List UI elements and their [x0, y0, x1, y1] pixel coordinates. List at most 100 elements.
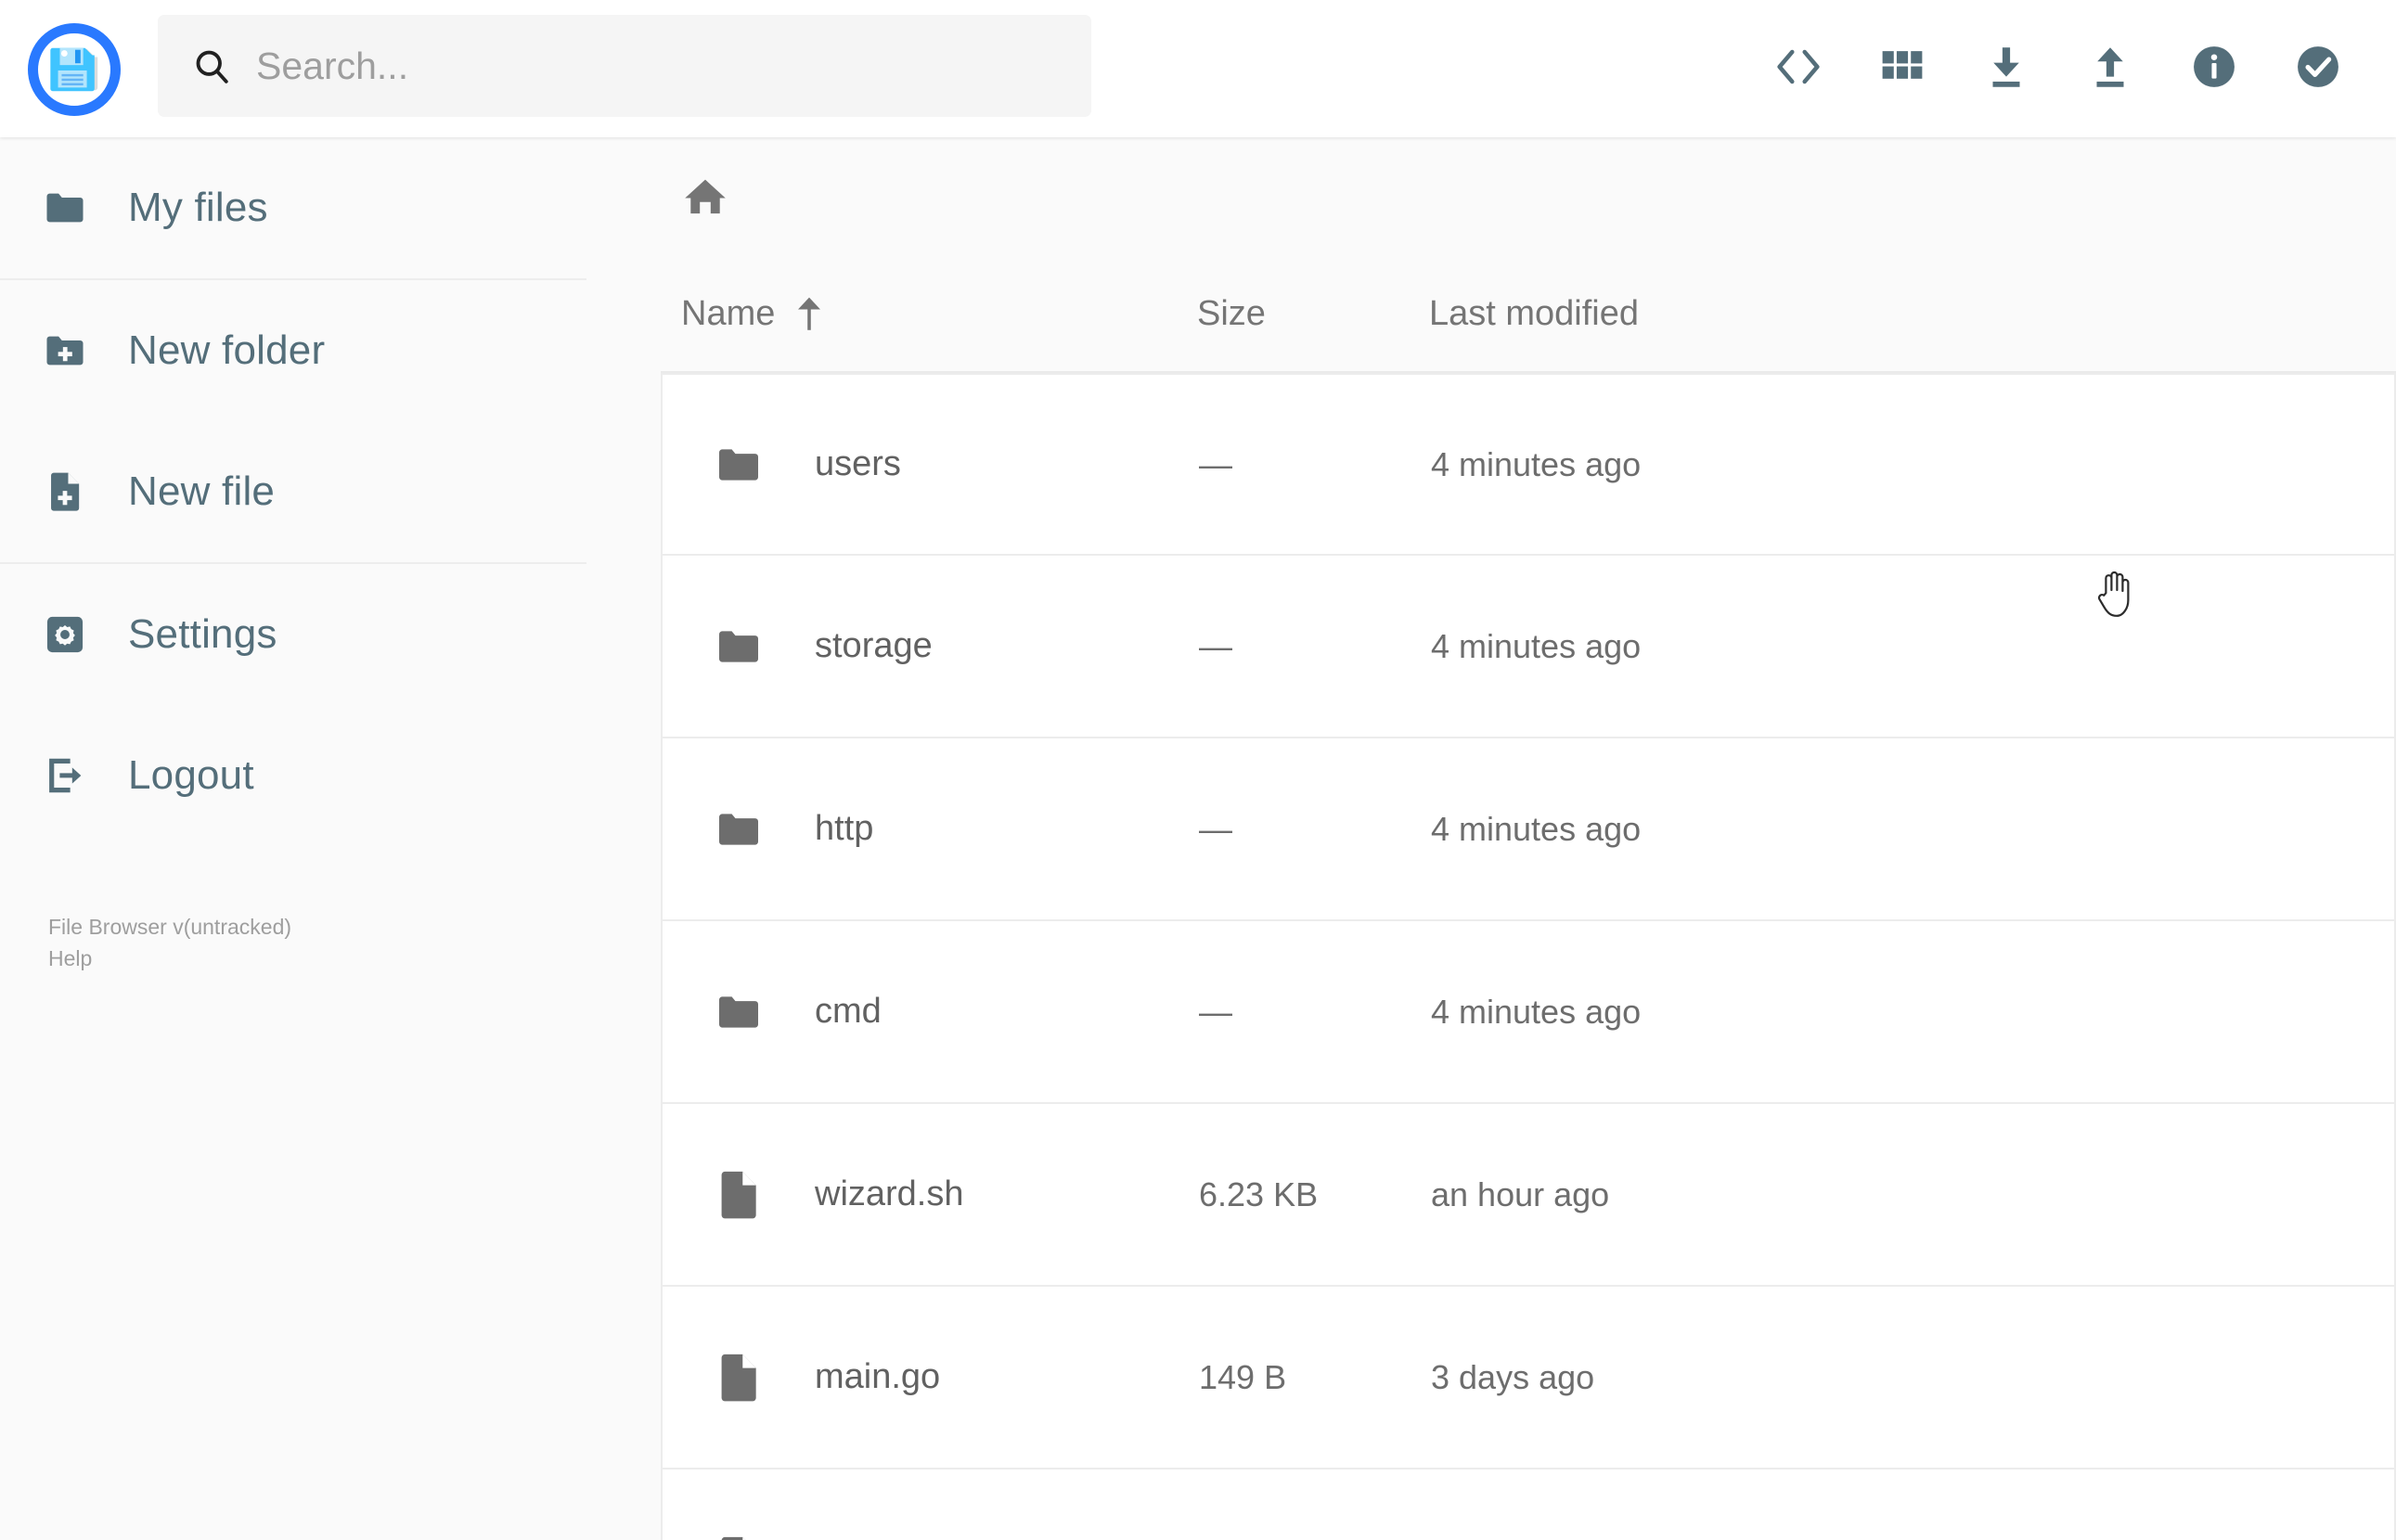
sidebar-item-label: Settings: [128, 611, 277, 657]
cell-size: 6.23 KB: [1199, 1175, 1431, 1214]
cell-modified: 4 minutes ago: [1431, 445, 2394, 484]
column-header-size[interactable]: Size: [1197, 294, 1429, 334]
logout-icon: [41, 751, 89, 800]
logo-focus-ring: [28, 23, 121, 116]
sidebar-item-label: New folder: [128, 327, 326, 373]
breadcrumb: [661, 137, 733, 256]
cell-modified: 4 minutes ago: [1431, 810, 2394, 849]
code-brackets-icon: [1771, 40, 1825, 98]
table-row[interactable]: http — 4 minutes ago: [661, 738, 2396, 921]
column-header-modified[interactable]: Last modified: [1429, 294, 2396, 334]
file-name: http: [815, 809, 874, 848]
search-bar[interactable]: [158, 15, 1091, 117]
sidebar-item-new-folder[interactable]: New folder: [0, 280, 586, 421]
folder-plus-icon: [41, 327, 89, 375]
sidebar-item-label: Logout: [128, 752, 254, 798]
file-size: —: [1199, 992, 1232, 1031]
table-row[interactable]: main.go 149 B 3 days ago: [661, 1287, 2396, 1469]
cell-name: main.go: [663, 1345, 1199, 1410]
upload-button[interactable]: [2058, 17, 2162, 121]
column-header-name[interactable]: Name: [661, 294, 1197, 334]
cell-name: wizard.sh: [663, 1162, 1199, 1227]
file-table-header: Name Size Last modified: [661, 256, 2396, 373]
check-circle-icon: [2292, 41, 2344, 97]
help-link[interactable]: Help: [48, 946, 93, 970]
cell-modified: 4 minutes ago: [1431, 993, 2394, 1032]
app-version-text: File Browser v(untracked): [48, 915, 292, 939]
sidebar-group-account: Settings Logout: [0, 562, 586, 846]
arrow-up-icon: [793, 295, 825, 332]
gear-icon: [41, 610, 89, 659]
file-modified: an hour ago: [1431, 1174, 1610, 1213]
file-modified: 4 minutes ago: [1431, 626, 1642, 665]
info-circle-icon: [2188, 41, 2240, 97]
cell-name: users: [663, 432, 1199, 497]
column-header-label: Last modified: [1429, 293, 1640, 333]
select-multiple-button[interactable]: [2266, 17, 2370, 121]
sidebar-item-logout[interactable]: Logout: [0, 705, 586, 846]
search-input[interactable]: [256, 44, 1091, 88]
top-header-bar: [0, 0, 2396, 137]
column-header-label: Size: [1197, 293, 1266, 333]
cell-size: —: [1199, 445, 1431, 484]
file-modified: 3 days ago: [1431, 1357, 1595, 1396]
sidebar-group-files: My files: [0, 137, 586, 278]
upload-icon: [2083, 40, 2137, 98]
cell-size: 149 B: [1199, 1358, 1431, 1397]
grid-view-icon: [1877, 42, 1927, 96]
cell-name: storage: [663, 614, 1199, 679]
cell-size: —: [1199, 993, 1431, 1032]
floppy-disk-icon: [45, 41, 103, 98]
file-table: Name Size Last modified users — 4 minutes …: [661, 256, 2396, 1540]
sidebar-item-my-files[interactable]: My files: [0, 137, 586, 278]
folder-icon: [709, 797, 768, 862]
column-header-label: Name: [681, 293, 776, 333]
file-name: cmd: [815, 992, 882, 1031]
sidebar-item-settings[interactable]: Settings: [0, 564, 586, 705]
folder-icon: [41, 184, 89, 232]
cell-modified: 3 days ago: [1431, 1358, 2394, 1397]
table-row[interactable]: cmd — 4 minutes ago: [661, 921, 2396, 1104]
file-table-body: users — 4 minutes ago storage — 4 minutes ago…: [661, 373, 2396, 1540]
sidebar-item-label: My files: [128, 185, 268, 230]
folder-icon: [709, 432, 768, 497]
file-plus-icon: [41, 468, 89, 516]
table-row[interactable]: wizard.sh 6.23 KB an hour ago: [661, 1104, 2396, 1287]
file-listing-panel: Name Size Last modified users — 4 minutes …: [661, 137, 2396, 1540]
cell-name: cmd: [663, 980, 1199, 1045]
cell-modified: an hour ago: [1431, 1175, 2394, 1214]
table-row[interactable]: go.sum8.93 KBa day ago: [661, 1469, 2396, 1540]
cell-modified: 4 minutes ago: [1431, 627, 2394, 666]
file-modified: 4 minutes ago: [1431, 809, 1642, 848]
file-size: 6.23 KB: [1199, 1174, 1319, 1213]
file-size: —: [1199, 809, 1232, 848]
sidebar: My files New folder: [0, 137, 661, 1540]
header-toolbar: [1746, 0, 2370, 137]
cell-name: http: [663, 797, 1199, 862]
download-icon: [1979, 40, 2033, 98]
file-icon: [709, 1345, 768, 1410]
cell-size: —: [1199, 627, 1431, 666]
file-modified: 4 minutes ago: [1431, 444, 1642, 483]
sidebar-footer: File Browser v(untracked) Help: [48, 911, 291, 974]
home-icon[interactable]: [677, 169, 733, 225]
file-info-button[interactable]: [2162, 17, 2266, 121]
app-logo-button[interactable]: [24, 19, 124, 120]
file-name: wizard.sh: [815, 1174, 964, 1213]
table-row[interactable]: storage — 4 minutes ago: [661, 556, 2396, 738]
file-size: —: [1199, 626, 1232, 665]
folder-icon: [709, 980, 768, 1045]
table-row[interactable]: users — 4 minutes ago: [661, 373, 2396, 556]
switch-view-button[interactable]: [1850, 17, 1954, 121]
sidebar-item-new-file[interactable]: New file: [0, 421, 586, 562]
file-name: storage: [815, 626, 933, 665]
toggle-shell-button[interactable]: [1746, 17, 1850, 121]
download-button[interactable]: [1954, 17, 2058, 121]
search-icon: [191, 45, 232, 86]
file-name: users: [815, 444, 901, 483]
sidebar-item-label: New file: [128, 468, 276, 514]
file-icon: [709, 1162, 768, 1227]
cell-name: go.sum: [663, 1528, 1199, 1540]
file-icon: [709, 1528, 768, 1540]
file-modified: 4 minutes ago: [1431, 992, 1642, 1031]
